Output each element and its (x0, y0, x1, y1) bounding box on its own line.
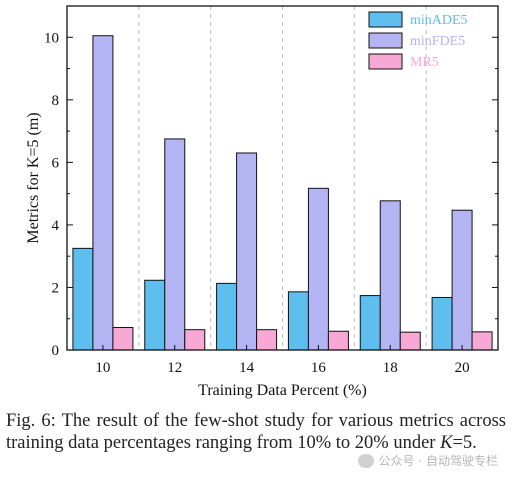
caption-suffix: =5. (452, 433, 477, 453)
y-tick-label: 6 (52, 155, 60, 171)
bar-minfde5-12 (164, 138, 186, 351)
bar-minade5-16 (287, 291, 309, 351)
bar-mr5-12 (184, 329, 206, 351)
bar-minade5-10 (72, 247, 94, 351)
legend-label-minfde5: minFDE5 (410, 34, 465, 49)
chart-svg: 0 2 4 6 8 10 10 12 14 16 18 20 Training Data Percent… (25, 5, 499, 399)
watermark: 公众号 · 自动驾驶专栏 (357, 452, 498, 469)
bar-minade5-18 (359, 295, 381, 351)
bar-minfde5-18 (379, 200, 401, 351)
bar-minade5-12 (144, 279, 166, 351)
bar-minfde5-14 (236, 152, 258, 351)
bar-mr5-14 (256, 329, 278, 351)
bar-minfde5-10 (92, 35, 114, 351)
x-tick-label: 16 (311, 360, 327, 376)
bar-minfde5-20 (451, 209, 473, 351)
x-tick-label: 18 (383, 360, 398, 376)
y-tick-label: 0 (52, 343, 60, 359)
figure-caption: Fig. 6: The result of the few-shot study… (6, 410, 506, 454)
y-tick-label: 8 (52, 93, 60, 109)
x-tick-label: 12 (167, 360, 182, 376)
legend-label-mr5: MR5 (410, 55, 439, 70)
y-tick-label: 10 (44, 30, 59, 46)
bar-mr5-20 (471, 331, 493, 351)
legend-swatch-minfde5 (368, 32, 403, 49)
bar-mr5-10 (112, 326, 134, 351)
x-axis-title: Training Data Percent (%) (198, 382, 367, 399)
caption-prefix: Fig. 6: The result of the few-shot study… (6, 411, 506, 453)
x-tick-label: 14 (239, 360, 255, 376)
plot-frame (66, 5, 499, 351)
bar-minfde5-16 (307, 187, 329, 351)
legend-swatch-mr5 (368, 53, 403, 70)
y-tick-label: 4 (52, 218, 60, 234)
bar-chart: 0 2 4 6 8 10 10 12 14 16 18 20 Training Data Percent… (25, 5, 499, 399)
x-tick-label: 10 (95, 360, 110, 376)
bar-minade5-20 (431, 296, 453, 351)
y-axis-title: Metrics for K=5 (m) (25, 112, 42, 243)
watermark-text: 公众号 · 自动驾驶专栏 (378, 454, 498, 468)
bar-mr5-16 (327, 330, 349, 351)
bar-mr5-18 (399, 331, 421, 351)
x-tick-label: 20 (455, 360, 470, 376)
bar-minade5-14 (216, 282, 238, 351)
caption-variable: K (440, 433, 453, 453)
legend-label-minade5: minADE5 (410, 13, 468, 28)
y-tick-label: 2 (52, 280, 60, 296)
wechat-icon (357, 453, 374, 468)
legend-swatch-minade5 (368, 11, 403, 28)
